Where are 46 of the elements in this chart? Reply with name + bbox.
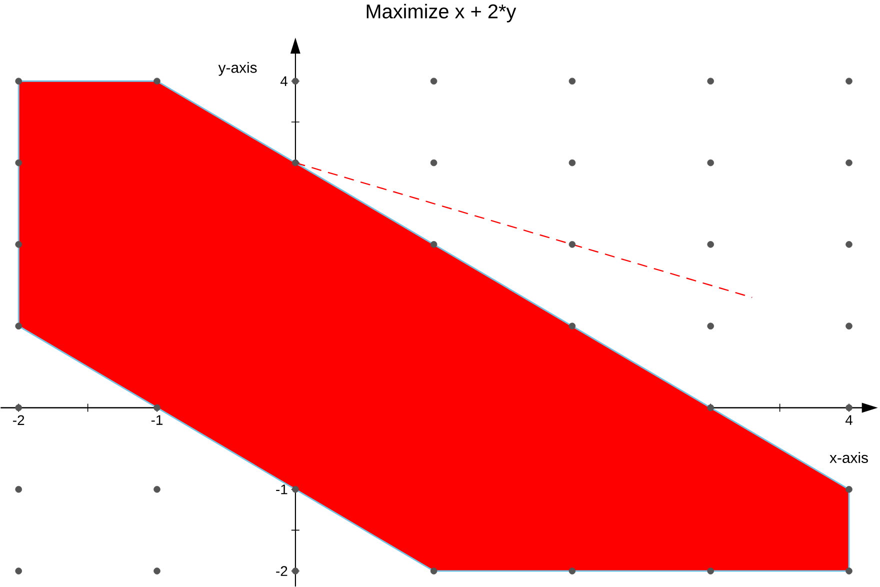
point — [846, 240, 852, 248]
point — [707, 240, 714, 248]
x-axis-title: x-axis — [830, 452, 868, 463]
point — [292, 78, 299, 84]
x-tick-label: -2 — [13, 415, 24, 425]
point — [846, 78, 852, 84]
point — [15, 240, 22, 248]
point — [846, 486, 852, 493]
point — [292, 486, 299, 493]
point — [846, 159, 852, 166]
point — [430, 568, 438, 574]
point — [154, 568, 160, 574]
point — [568, 159, 576, 166]
point — [15, 568, 22, 574]
point — [15, 486, 22, 493]
point — [430, 240, 438, 248]
x-tick-label: -1 — [151, 415, 163, 425]
y-axis-title: y-axis — [218, 62, 257, 76]
point — [154, 486, 160, 493]
point — [568, 240, 576, 248]
point — [707, 78, 714, 84]
point — [707, 322, 714, 330]
point — [568, 568, 576, 574]
point — [568, 78, 576, 84]
point — [568, 322, 576, 330]
y-tick-label: 4 — [280, 76, 288, 86]
point — [15, 404, 22, 412]
point — [707, 159, 714, 166]
point — [15, 159, 22, 166]
point — [430, 159, 438, 166]
point — [292, 159, 299, 166]
point — [707, 404, 714, 412]
point — [154, 78, 160, 84]
point — [707, 568, 714, 574]
point — [292, 568, 299, 574]
point — [15, 78, 22, 84]
point — [430, 78, 438, 84]
point — [846, 322, 852, 330]
y-tick-label: -1 — [276, 484, 288, 494]
x-tick-label: 4 — [845, 415, 852, 425]
y-tick-label: -2 — [276, 566, 288, 576]
point — [15, 322, 22, 330]
point — [846, 568, 852, 574]
point — [154, 404, 160, 412]
chart-title: Maximize x + 2*y — [366, 4, 516, 22]
point — [846, 404, 852, 412]
